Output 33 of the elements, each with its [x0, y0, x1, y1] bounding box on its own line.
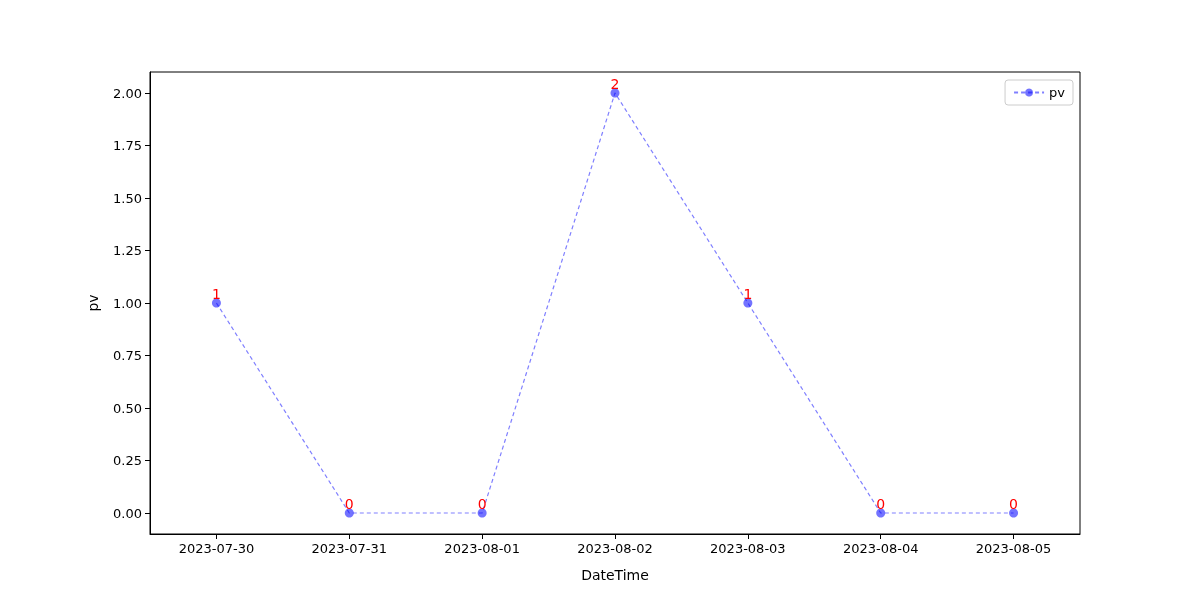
point — [477, 508, 487, 518]
x-tick-label: 2023-08-03 — [710, 541, 786, 556]
point — [211, 298, 221, 308]
y-tick-label: 0.00 — [113, 505, 142, 521]
y-tick-label: 1.50 — [113, 190, 142, 206]
point — [344, 508, 354, 518]
legend-label: pv — [1049, 85, 1066, 100]
point — [610, 88, 620, 98]
y-tick-label: 2.00 — [113, 85, 142, 101]
y-tick-label: 1.25 — [113, 243, 142, 258]
x-tick-label: 2023-08-02 — [577, 541, 653, 556]
y-tick-label: 1.00 — [113, 295, 142, 311]
data-label: 0 — [477, 495, 487, 512]
y-axis-title: pv — [85, 294, 101, 312]
x-tick-label: 2023-07-30 — [178, 541, 255, 556]
y-tick-label: 0.75 — [113, 348, 142, 363]
data-label: 0 — [344, 495, 354, 512]
data-label: 0 — [876, 495, 886, 512]
y-tick-label: 0.50 — [113, 400, 142, 416]
data-label: 1 — [211, 285, 221, 302]
data-label: 0 — [1009, 495, 1019, 512]
x-tick-label: 2023-08-05 — [975, 541, 1052, 556]
y-tick-label: 0.25 — [113, 453, 142, 468]
data-label: 2 — [610, 75, 620, 92]
point — [1009, 508, 1019, 518]
point — [743, 298, 753, 308]
x-axis-title: DateTime — [581, 567, 649, 583]
x-tick-label: 2023-08-01 — [444, 541, 520, 556]
point — [876, 508, 886, 518]
y-tick-label: 1.75 — [113, 138, 142, 153]
data-label: 1 — [743, 285, 753, 302]
x-tick-label: 2023-07-31 — [311, 541, 388, 556]
x-tick-label: 2023-08-04 — [842, 541, 919, 556]
